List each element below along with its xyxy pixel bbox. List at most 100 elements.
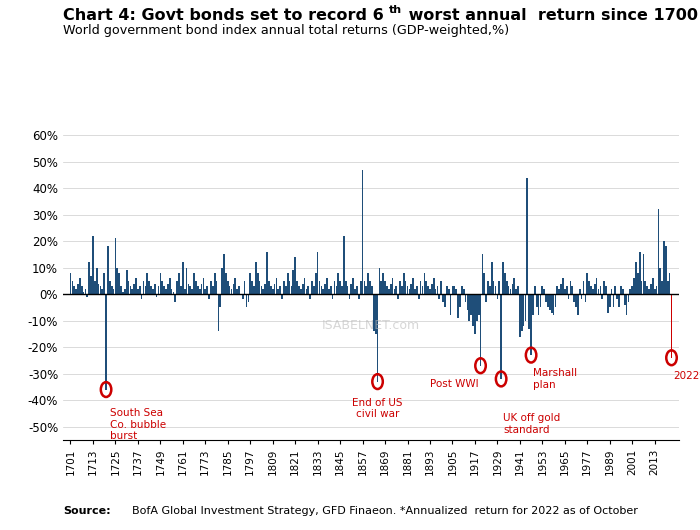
Bar <box>465 294 466 302</box>
Bar <box>193 273 195 294</box>
Bar <box>540 294 541 307</box>
Bar <box>90 276 92 294</box>
Bar <box>300 289 302 294</box>
Bar <box>328 289 330 294</box>
Bar <box>618 294 620 307</box>
Bar <box>98 284 99 294</box>
Bar <box>573 294 575 302</box>
Bar <box>640 281 643 294</box>
Bar <box>363 281 365 294</box>
Bar <box>566 286 568 294</box>
Bar <box>202 278 204 294</box>
Bar <box>102 289 103 294</box>
Bar <box>118 273 120 294</box>
Bar <box>587 273 588 294</box>
Bar <box>455 289 457 294</box>
Text: World government bond index annual total returns (GDP-weighted,%): World government bond index annual total… <box>63 24 509 38</box>
Bar <box>277 289 279 294</box>
Bar <box>167 284 169 294</box>
Text: Marshall
plan: Marshall plan <box>533 368 577 390</box>
Text: worst annual  return since 1700: worst annual return since 1700 <box>403 8 698 23</box>
Bar <box>210 281 212 294</box>
Bar <box>126 270 127 294</box>
Bar <box>163 286 165 294</box>
Bar <box>489 286 491 294</box>
Bar <box>122 292 124 294</box>
Bar <box>622 289 624 294</box>
Bar <box>427 286 429 294</box>
Bar <box>390 284 391 294</box>
Bar <box>629 289 631 294</box>
Bar <box>279 286 281 294</box>
Bar <box>199 289 200 294</box>
Bar <box>154 284 155 294</box>
Bar <box>421 286 424 294</box>
Bar <box>262 289 264 294</box>
Bar <box>204 289 206 294</box>
Bar <box>431 284 433 294</box>
Bar <box>457 294 459 318</box>
Bar <box>652 278 654 294</box>
Bar <box>356 286 358 294</box>
Bar <box>315 273 316 294</box>
Text: BofA Global Investment Strategy, GFD Finaeon. *Annualized  return for 2022 as of: BofA Global Investment Strategy, GFD Fin… <box>125 506 638 516</box>
Bar <box>424 273 425 294</box>
Bar <box>452 286 454 294</box>
Bar <box>496 294 498 299</box>
Bar <box>648 289 650 294</box>
Bar <box>87 294 88 297</box>
Bar <box>184 289 186 294</box>
Bar <box>225 273 227 294</box>
Bar <box>162 281 163 294</box>
Bar <box>381 281 382 294</box>
Bar <box>446 286 448 294</box>
Bar <box>197 286 199 294</box>
Bar <box>81 286 83 294</box>
Bar <box>332 294 333 299</box>
Bar <box>668 273 671 294</box>
Bar <box>216 281 218 294</box>
Bar <box>405 281 407 294</box>
Bar <box>298 286 300 294</box>
Bar <box>594 284 596 294</box>
Bar <box>551 294 552 313</box>
Bar <box>454 286 455 294</box>
Bar <box>495 286 496 294</box>
Bar <box>484 273 485 294</box>
Bar <box>596 278 598 294</box>
Bar <box>266 252 268 294</box>
Bar <box>307 286 309 294</box>
Bar <box>158 286 160 294</box>
Bar <box>538 294 540 315</box>
Bar <box>248 294 249 302</box>
Bar <box>517 286 519 294</box>
Bar <box>534 286 536 294</box>
Bar <box>662 281 663 294</box>
Bar <box>592 289 594 294</box>
Bar <box>150 286 152 294</box>
Bar <box>620 286 622 294</box>
Bar <box>148 281 150 294</box>
Bar <box>438 294 440 299</box>
Bar <box>577 294 579 315</box>
Bar <box>519 294 521 337</box>
Bar <box>83 292 85 294</box>
Bar <box>382 273 384 294</box>
Bar <box>468 294 470 321</box>
Bar <box>178 273 180 294</box>
Bar <box>369 281 371 294</box>
Bar <box>599 286 601 294</box>
Bar <box>352 278 354 294</box>
Bar <box>173 292 174 294</box>
Bar <box>94 281 96 294</box>
Bar <box>351 284 352 294</box>
Bar <box>274 284 275 294</box>
Bar <box>398 294 399 299</box>
Bar <box>77 284 79 294</box>
Bar <box>293 270 294 294</box>
Bar <box>654 289 655 294</box>
Bar <box>139 286 141 294</box>
Bar <box>605 286 607 294</box>
Bar <box>105 294 107 390</box>
Bar <box>612 294 615 307</box>
